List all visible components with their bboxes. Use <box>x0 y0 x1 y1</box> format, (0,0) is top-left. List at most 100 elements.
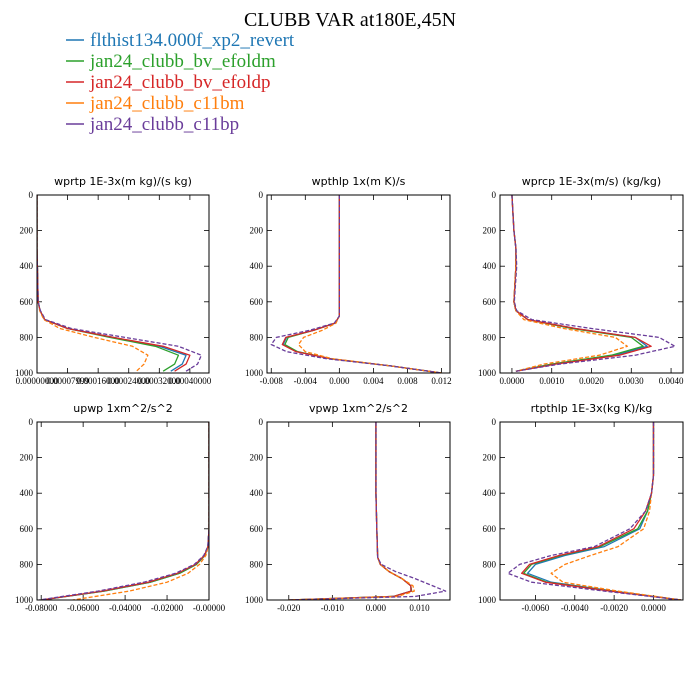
panel-title: upwp 1xm^2/s^2 <box>73 402 173 415</box>
series-line <box>288 422 412 600</box>
x-tick-label: 0.0030 <box>619 376 644 386</box>
y-tick-label: 800 <box>20 559 34 569</box>
plot-frame <box>499 421 684 601</box>
series-line <box>511 195 652 372</box>
y-tick-label: 600 <box>250 297 264 307</box>
series-line <box>72 422 209 600</box>
plot-frame <box>36 194 210 374</box>
x-tick-label: 0.004 <box>363 376 384 386</box>
x-tick-label: -0.0020 <box>600 603 628 613</box>
chart-panel: rtpthlp 1E-3x(kg K)/kg 0 200 400 600 800 1000 -… <box>478 402 684 613</box>
y-tick-label: 0 <box>29 190 34 200</box>
y-tick-label: 1000 <box>478 595 497 605</box>
series-line <box>41 422 209 600</box>
legend-entry: jan24_clubb_c11bp <box>89 114 239 135</box>
y-tick-label: 800 <box>250 559 264 569</box>
y-tick-label: 600 <box>483 524 497 534</box>
series-line <box>288 422 447 600</box>
y-tick-label: 800 <box>250 332 264 342</box>
panel-title: wprcp 1E-3x(m/s) (kg/kg) <box>522 175 661 188</box>
y-tick-label: 200 <box>20 226 34 236</box>
series-line <box>270 195 442 373</box>
series-line <box>511 195 628 372</box>
y-tick-label: 600 <box>483 297 497 307</box>
x-tick-label: 0.010 <box>409 603 430 613</box>
y-tick-label: 800 <box>20 332 34 342</box>
x-tick-label: -0.0040 <box>561 603 589 613</box>
y-tick-label: 400 <box>483 261 497 271</box>
y-tick-label: 1000 <box>245 368 264 378</box>
x-tick-label: -0.008 <box>260 376 284 386</box>
series-line <box>521 422 682 600</box>
legend-entry: jan24_clubb_c11bm <box>89 93 245 114</box>
panel-title: wpthlp 1x(m K)/s <box>312 175 406 188</box>
y-tick-label: 800 <box>483 559 497 569</box>
y-tick-label: 0 <box>29 417 34 427</box>
x-tick-label: -0.020 <box>277 603 301 613</box>
legend-entry: flthist134.000f_xp2_revert <box>90 30 295 51</box>
y-tick-label: 400 <box>250 488 264 498</box>
y-tick-label: 200 <box>483 453 497 463</box>
series-line <box>41 422 209 600</box>
y-tick-label: 600 <box>20 524 34 534</box>
legend: flthist134.000f_xp2_revertjan24_clubb_bv… <box>66 30 295 135</box>
plot-frame <box>266 421 451 601</box>
x-tick-label: -0.00000 <box>193 603 226 613</box>
x-tick-label: 0.00007999 <box>46 376 89 386</box>
y-tick-label: 0 <box>492 417 497 427</box>
y-tick-label: 0 <box>259 417 264 427</box>
panel-title: rtpthlp 1E-3x(kg K)/kg <box>531 402 653 415</box>
series-line <box>522 422 682 600</box>
series-line <box>37 195 191 372</box>
series-line <box>282 195 442 373</box>
x-tick-label: 0.008 <box>397 376 418 386</box>
legend-entry: jan24_clubb_bv_efoldm <box>89 51 276 72</box>
chart-panel: vpwp 1xm^2/s^2 0 200 400 600 800 1000 -0.020 -0.… <box>245 402 451 613</box>
y-tick-label: 0 <box>259 190 264 200</box>
y-tick-label: 0 <box>492 190 497 200</box>
series-line <box>284 195 442 373</box>
x-tick-label: 0.00032000 <box>138 376 181 386</box>
x-tick-label: 0.0000 <box>500 376 525 386</box>
y-tick-label: 400 <box>483 488 497 498</box>
chart-panel: wprcp 1E-3x(m/s) (kg/kg) 0 200 400 600 800 100… <box>478 175 684 386</box>
series-line <box>550 422 682 600</box>
y-tick-label: 400 <box>250 261 264 271</box>
y-tick-label: 200 <box>250 226 264 236</box>
y-tick-label: 1000 <box>15 368 34 378</box>
x-tick-label: 0.00000000 <box>16 376 59 386</box>
chart-panel: wprtp 1E-3x(m kg)/(s kg) 0 200 400 600 800 100… <box>15 175 212 386</box>
y-tick-label: 1000 <box>245 595 264 605</box>
x-tick-label: -0.010 <box>321 603 345 613</box>
x-tick-label: -0.08000 <box>25 603 58 613</box>
y-tick-label: 600 <box>250 524 264 534</box>
x-tick-label: 0.000 <box>366 603 387 613</box>
figure-title: CLUBB VAR at180E,45N <box>244 9 456 31</box>
series-line <box>37 195 203 372</box>
y-tick-label: 600 <box>20 297 34 307</box>
series-line <box>511 195 648 372</box>
x-tick-label: 0.0000 <box>641 603 666 613</box>
x-tick-label: 0.00040000 <box>169 376 212 386</box>
y-tick-label: 400 <box>20 261 34 271</box>
panel-title: vpwp 1xm^2/s^2 <box>309 402 408 415</box>
plot-frame <box>266 194 451 374</box>
x-tick-label: -0.0060 <box>522 603 550 613</box>
series-line <box>507 422 682 600</box>
series-line <box>37 195 187 372</box>
plot-frame <box>499 194 684 374</box>
x-tick-label: 0.00024000 <box>107 376 150 386</box>
series-line <box>37 195 149 372</box>
y-tick-label: 200 <box>483 226 497 236</box>
x-tick-label: 0.012 <box>431 376 451 386</box>
panel-grid: wprtp 1E-3x(m kg)/(s kg) 0 200 400 600 800 100… <box>15 175 684 613</box>
series-line <box>511 195 676 372</box>
panel-title: wprtp 1E-3x(m kg)/(s kg) <box>54 175 192 188</box>
series-line <box>41 422 209 600</box>
x-tick-label: -0.06000 <box>67 603 100 613</box>
x-tick-label: 0.0040 <box>659 376 684 386</box>
chart-panel: wpthlp 1x(m K)/s 0 200 400 600 800 1000-0.008-… <box>245 175 452 386</box>
chart-panel: upwp 1xm^2/s^202004006008001000-0.08000-… <box>15 402 226 613</box>
series-line <box>511 195 644 372</box>
